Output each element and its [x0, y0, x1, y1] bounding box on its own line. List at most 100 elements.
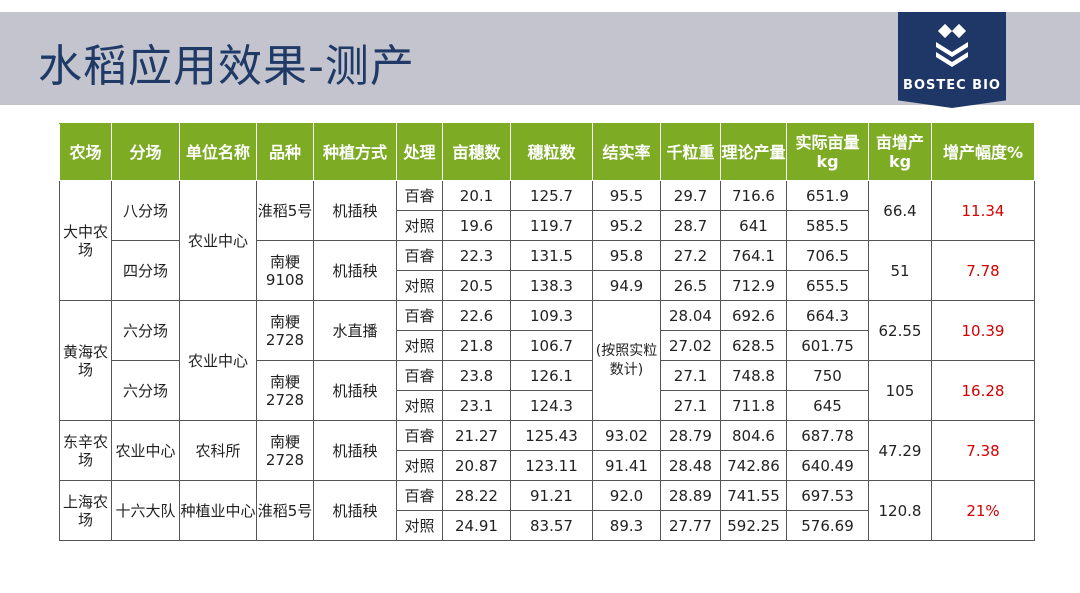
actual-yield-cell: 576.69 [786, 510, 869, 541]
variety-cell: 南粳2728 [256, 360, 314, 421]
seed-set-note-cell: (按照实粒数计) [592, 300, 661, 421]
header-seed-set: 结实率 [592, 123, 661, 181]
panicles-cell: 24.91 [442, 510, 511, 541]
table-row: 对照 20.87 123.11 91.41 28.48 742.86 640.4… [60, 450, 1035, 481]
farm-cell: 东辛农场 [59, 420, 112, 481]
method-cell: 机插秧 [313, 420, 397, 481]
panicles-cell: 23.8 [442, 360, 511, 391]
method-cell: 机插秧 [313, 240, 397, 301]
panicles-cell: 21.8 [442, 330, 511, 361]
grains-cell: 126.1 [510, 360, 593, 391]
seed-set-cell: 89.3 [592, 510, 661, 541]
variety-cell: 南粳9108 [256, 240, 314, 301]
kgw-cell: 27.1 [660, 360, 721, 391]
header-increase-pct: 增产幅度% [931, 123, 1035, 181]
header-theory-yield: 理论产量 [720, 123, 787, 181]
kgw-cell: 28.79 [660, 420, 721, 451]
treatment-cell: 对照 [396, 330, 443, 361]
method-cell: 机插秧 [313, 180, 397, 241]
table-row: 对照 19.6 119.7 95.2 28.7 641 585.5 [60, 210, 1035, 241]
unit-cell: 农业中心 [179, 180, 257, 301]
grains-cell: 119.7 [510, 210, 593, 241]
yield-table: 农场 分场 单位名称 品种 种植方式 处理 亩穗数 穗粒数 结实率 千粒重 理论… [59, 123, 1035, 541]
treatment-cell: 百睿 [396, 240, 443, 271]
theory-yield-cell: 628.5 [720, 330, 787, 361]
method-cell: 机插秧 [313, 360, 397, 421]
grains-cell: 123.11 [510, 450, 593, 481]
theory-yield-cell: 716.6 [720, 180, 787, 211]
actual-yield-cell: 706.5 [786, 240, 869, 271]
increase-pct-cell: 11.34 [931, 180, 1035, 241]
grains-cell: 125.43 [510, 420, 593, 451]
table-row: 东辛农场 农业中心 农科所 南粳2728 机插秧 百睿 21.27 125.43… [59, 420, 1035, 481]
treatment-cell: 对照 [396, 270, 443, 301]
header-grains: 穗粒数 [510, 123, 593, 181]
panicles-cell: 20.1 [442, 180, 511, 211]
kgw-cell: 28.48 [660, 450, 721, 481]
grains-cell: 83.57 [510, 510, 593, 541]
increase-kg-cell: 120.8 [868, 480, 932, 541]
unit-cell: 农科所 [179, 420, 257, 481]
panicles-cell: 20.87 [442, 450, 511, 481]
panicles-cell: 22.6 [442, 300, 511, 331]
header-unit: 单位名称 [179, 123, 257, 181]
table-row: 对照 23.1 124.3 27.1 711.8 645 [60, 390, 1035, 421]
theory-yield-cell: 742.86 [720, 450, 787, 481]
header-row: 农场 分场 单位名称 品种 种植方式 处理 亩穗数 穗粒数 结实率 千粒重 理论… [59, 123, 1035, 181]
seed-set-cell: 95.8 [592, 240, 661, 271]
grains-cell: 109.3 [510, 300, 593, 331]
panicles-cell: 22.3 [442, 240, 511, 271]
treatment-cell: 百睿 [396, 480, 443, 511]
kgw-cell: 27.02 [660, 330, 721, 361]
grains-cell: 124.3 [510, 390, 593, 421]
table-row: 大中农场 八分场 农业中心 淮稻5号 机插秧 百睿 20.1 125.7 95.… [59, 180, 1035, 301]
branch-cell: 农业中心 [111, 420, 180, 481]
actual-yield-cell: 750 [786, 360, 869, 391]
header-method: 种植方式 [313, 123, 397, 181]
actual-yield-cell: 585.5 [786, 210, 869, 241]
kgw-cell: 26.5 [660, 270, 721, 301]
branch-cell: 六分场 [111, 300, 180, 361]
variety-cell: 南粳2728 [256, 420, 314, 481]
theory-yield-cell: 741.55 [720, 480, 787, 511]
grains-cell: 131.5 [510, 240, 593, 271]
logo-text: BOSTEC BIO [903, 78, 1001, 93]
grains-cell: 138.3 [510, 270, 593, 301]
actual-yield-cell: 601.75 [786, 330, 869, 361]
seed-set-cell: 95.5 [592, 180, 661, 211]
header-actual-yield: 实际亩量kg [786, 123, 869, 181]
treatment-cell: 百睿 [396, 420, 443, 451]
header-branch: 分场 [111, 123, 180, 181]
actual-yield-cell: 655.5 [786, 270, 869, 301]
kgw-cell: 28.89 [660, 480, 721, 511]
increase-kg-cell: 47.29 [868, 420, 932, 481]
theory-yield-cell: 748.8 [720, 360, 787, 391]
seed-set-cell: 93.02 [592, 420, 661, 451]
kgw-cell: 28.7 [660, 210, 721, 241]
branch-cell: 八分场 [111, 180, 180, 241]
theory-yield-cell: 804.6 [720, 420, 787, 451]
branch-cell: 四分场 [111, 240, 180, 301]
increase-kg-cell: 62.55 [868, 300, 932, 361]
theory-yield-cell: 641 [720, 210, 787, 241]
grains-cell: 125.7 [510, 180, 593, 211]
kgw-cell: 27.1 [660, 390, 721, 421]
actual-yield-cell: 687.78 [786, 420, 869, 451]
increase-pct-cell: 16.28 [931, 360, 1035, 421]
theory-yield-cell: 712.9 [720, 270, 787, 301]
theory-yield-cell: 592.25 [720, 510, 787, 541]
increase-pct-cell: 21% [931, 480, 1035, 541]
panicles-cell: 28.22 [442, 480, 511, 511]
method-cell: 水直播 [313, 300, 397, 361]
farm-cell: 上海农场 [59, 480, 112, 541]
treatment-cell: 百睿 [396, 360, 443, 391]
farm-cell: 大中农场 [59, 180, 112, 301]
actual-yield-cell: 645 [786, 390, 869, 421]
treatment-cell: 百睿 [396, 180, 443, 211]
variety-cell: 淮稻5号 [256, 480, 314, 541]
branch-cell: 十六大队 [111, 480, 180, 541]
seed-set-cell: 95.2 [592, 210, 661, 241]
panicles-cell: 20.5 [442, 270, 511, 301]
panicles-cell: 21.27 [442, 420, 511, 451]
theory-yield-cell: 764.1 [720, 240, 787, 271]
